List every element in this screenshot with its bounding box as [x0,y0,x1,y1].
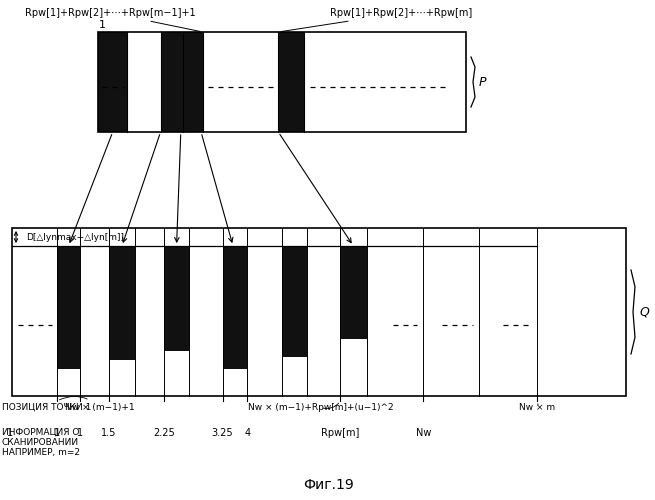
Text: Rpw[1]+Rpw[2]+⋯+Rpw[m−1]+1: Rpw[1]+Rpw[2]+⋯+Rpw[m−1]+1 [25,8,200,32]
Text: P: P [479,76,487,88]
Bar [278,32,304,132]
Bar [57,246,79,369]
Bar [12,228,626,396]
Text: Фиг.19: Фиг.19 [303,478,354,492]
Text: ИНФОРМАЦИЯ О: ИНФОРМАЦИЯ О [2,428,79,437]
Text: Nw: Nw [416,428,431,438]
Bar [183,32,203,132]
Text: D[△lynmax−△lyn[m]]: D[△lynmax−△lyn[m]] [26,232,124,241]
Text: СКАНИРОВАНИИ: СКАНИРОВАНИИ [2,438,79,447]
Bar [98,32,466,132]
Text: 1: 1 [99,20,106,30]
Bar [160,32,183,132]
Text: Nw × (m−1)+Rpw[m]+(u−1)^2: Nw × (m−1)+Rpw[m]+(u−1)^2 [248,403,393,412]
Text: 4: 4 [244,428,250,438]
Bar [282,246,307,357]
Bar [109,246,135,360]
Text: 2.25: 2.25 [153,428,175,438]
Bar [12,228,626,396]
Text: Nw × m: Nw × m [519,403,555,412]
Bar [98,32,466,132]
Text: Nw × (m−1)+1: Nw × (m−1)+1 [60,396,134,412]
Text: Rpw[m]: Rpw[m] [322,428,360,438]
Text: 3.25: 3.25 [212,428,233,438]
Bar [223,246,247,369]
Bar [128,32,160,132]
Bar [304,32,466,132]
Bar [341,246,367,339]
Text: Rpw[1]+Rpw[2]+⋯+Rpw[m]: Rpw[1]+Rpw[2]+⋯+Rpw[m] [281,8,472,32]
Text: 1: 1 [54,428,60,438]
Text: 1: 1 [77,428,83,438]
Text: 1: 1 [7,428,13,438]
Text: Q: Q [639,306,649,318]
Text: 1.5: 1.5 [102,428,117,438]
Bar [98,32,128,132]
Bar [203,32,278,132]
Text: НАПРИМЕР, m=2: НАПРИМЕР, m=2 [2,448,80,457]
Text: ПОЗИЦИЯ ТОЧКИ 1: ПОЗИЦИЯ ТОЧКИ 1 [2,403,92,412]
Bar [164,246,189,351]
